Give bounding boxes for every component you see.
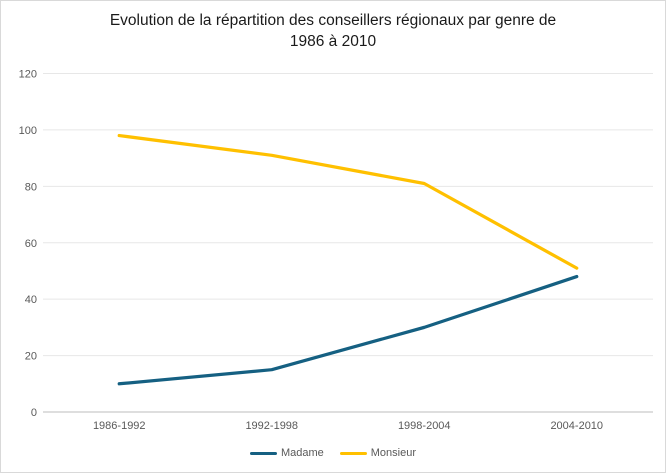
legend-swatch-monsieur [339,451,367,455]
y-tick-label-20: 20 [25,351,37,363]
y-tick-label-120: 120 [19,69,37,81]
chart-legend: Madame Monsieur [1,447,665,459]
chart-title-line2: 1986 à 2010 [289,33,377,50]
x-tick-label-2004-2010: 2004-2010 [550,420,603,432]
y-tick-label-80: 80 [25,181,37,193]
series-line-monsieur [117,133,579,270]
legend-item-monsieur: Monsieur [339,447,417,459]
y-tick-label-40: 40 [25,294,37,306]
chart-title-line1: Evolution de la répartition des conseill… [109,12,557,29]
chart-title: Evolution de la répartition des conseill… [1,10,665,52]
legend-swatch-madame [249,451,277,455]
x-tick-label-1992-1998: 1992-1998 [245,420,298,432]
legend-label-madame: Madame [280,447,324,459]
line-chart-plot-area: 0 20 40 60 80 100 120 1986-1992 1992-1998 1998-20… [19,69,653,432]
x-tick-label-1986-1992: 1986-1992 [93,420,146,432]
legend-item-madame: Madame [249,447,324,459]
series-line-madame [117,274,579,386]
y-tick-label-0: 0 [31,407,37,419]
y-tick-label-100: 100 [19,125,37,137]
x-tick-label-1998-2004: 1998-2004 [398,420,451,432]
legend-label-monsieur: Monsieur [370,447,417,459]
y-tick-label-60: 60 [25,238,37,250]
